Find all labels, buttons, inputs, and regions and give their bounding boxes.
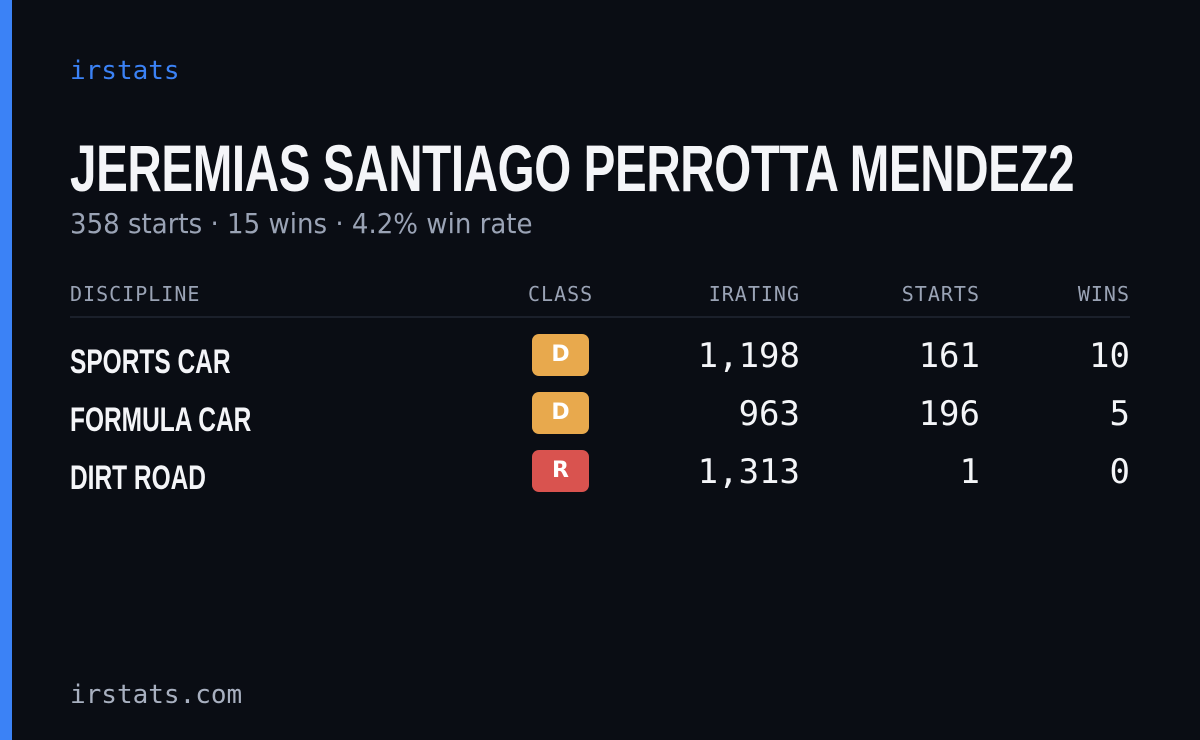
starts: 196 xyxy=(918,394,980,434)
discipline: FORMULA CAR xyxy=(70,401,252,439)
column-header: STARTS xyxy=(901,282,980,306)
summary: 358 starts · 15 wins · 4.2% win rate xyxy=(70,207,533,240)
column-header: CLASS xyxy=(528,282,594,306)
starts: 1 xyxy=(959,452,980,492)
accent-bar xyxy=(0,0,12,740)
class-badge: D xyxy=(532,334,589,376)
brand: irstats xyxy=(70,56,180,86)
irating: 1,313 xyxy=(697,452,800,492)
class-badge: R xyxy=(532,450,589,492)
irating: 1,198 xyxy=(697,336,800,376)
wins: 5 xyxy=(1109,394,1130,434)
wins: 0 xyxy=(1109,452,1130,492)
wins: 10 xyxy=(1089,336,1130,376)
column-header: IRATING xyxy=(708,282,800,306)
column-header: WINS xyxy=(1077,282,1130,306)
footer: irstats.com xyxy=(70,680,243,710)
class-badge: D xyxy=(532,392,589,434)
starts: 161 xyxy=(918,336,980,376)
driver-name: JEREMIAS SANTIAGO PERROTTA MENDEZ2 xyxy=(70,131,1075,205)
column-header: DISCIPLINE xyxy=(70,282,201,306)
divider xyxy=(70,316,1130,318)
irating: 963 xyxy=(738,394,800,434)
discipline: DIRT ROAD xyxy=(70,459,207,497)
discipline: SPORTS CAR xyxy=(70,343,231,381)
